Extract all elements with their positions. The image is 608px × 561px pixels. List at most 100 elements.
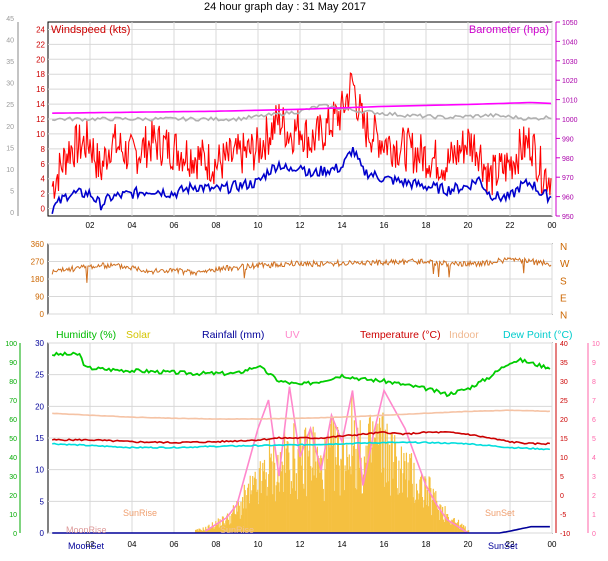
solar-bar xyxy=(467,530,469,533)
solar-bar xyxy=(426,489,428,533)
solar-bar xyxy=(305,496,308,533)
solar-bar xyxy=(349,466,351,533)
solar-bar xyxy=(368,423,370,533)
solar-bar xyxy=(295,490,297,533)
solar-bar xyxy=(272,494,274,533)
solar-bar xyxy=(384,429,386,533)
solar-bar xyxy=(304,429,306,533)
solar-bar xyxy=(261,480,263,533)
solar-bar xyxy=(445,518,447,533)
solar-bar xyxy=(378,445,380,533)
solar-bar xyxy=(239,518,241,533)
solar-bar xyxy=(396,488,398,533)
solar-bar xyxy=(440,505,442,533)
solar-bar xyxy=(336,464,338,533)
solar-bar xyxy=(200,529,202,533)
solar-bar xyxy=(237,511,239,533)
temp-x-tick-label: 02 xyxy=(86,540,95,549)
solar-bar xyxy=(230,523,232,533)
legend-item: Rainfall (mm) xyxy=(202,329,264,341)
solar-bar xyxy=(273,445,275,533)
wind-tick-label: 0 xyxy=(41,205,46,214)
barometer-tick-label: 960 xyxy=(562,195,574,202)
solar-bar xyxy=(320,455,322,533)
solar-bar xyxy=(453,518,455,533)
solar-bar xyxy=(301,445,303,533)
solar-bar xyxy=(352,445,355,533)
solar-bar xyxy=(405,479,407,533)
direction-tick-label: 180 xyxy=(31,275,45,284)
solar-bar xyxy=(226,515,228,533)
solar-bar xyxy=(444,506,446,533)
temp-series-indoor xyxy=(52,409,550,421)
solar-bar xyxy=(297,449,299,533)
solar-bar xyxy=(363,456,365,533)
solar-bar xyxy=(379,417,381,533)
solar-bar xyxy=(202,527,204,533)
uv-tick-label: 10 xyxy=(592,341,600,348)
uv-tick-label: 6 xyxy=(592,417,596,424)
temp-x-tick-label: 20 xyxy=(464,540,473,549)
humidity-tick-label: 10 xyxy=(9,512,17,519)
solar-bar xyxy=(446,514,448,533)
solar-bar xyxy=(328,444,330,533)
solar-bar xyxy=(420,476,422,533)
wind-x-tick-label: 20 xyxy=(464,221,473,230)
solar-bar xyxy=(431,515,433,533)
solar-bar xyxy=(400,446,402,533)
solar-bar xyxy=(441,513,443,533)
solar-bar xyxy=(285,448,287,533)
solar-bar xyxy=(291,488,293,533)
solar-bar xyxy=(411,483,413,533)
solar-bar xyxy=(226,513,229,533)
solar-bar xyxy=(253,485,255,533)
solar-bar xyxy=(242,508,245,533)
solar-bar xyxy=(247,483,250,533)
solar-bar xyxy=(360,457,362,533)
uv-tick-label: 2 xyxy=(592,493,596,500)
solar-bar xyxy=(400,468,402,533)
solar-bar xyxy=(358,436,360,533)
wind-x-tick-label: 12 xyxy=(296,221,305,230)
solar-bar xyxy=(257,489,259,533)
solar-bar xyxy=(284,429,286,533)
temp-series-rainfall xyxy=(52,525,550,534)
solar-bar xyxy=(264,479,266,533)
solar-bar xyxy=(243,484,245,533)
solar-bar xyxy=(415,499,417,533)
temperature-tick-label: 20 xyxy=(560,417,568,424)
temp-series-humidity xyxy=(51,351,551,398)
solar-bar xyxy=(447,517,449,533)
solar-bar xyxy=(368,417,371,533)
uv-series xyxy=(205,386,469,534)
direction-tick-label: 0 xyxy=(40,310,45,319)
wind-outer-tick-label: 30 xyxy=(6,81,14,88)
wind-outer-tick-label: 0 xyxy=(10,210,14,217)
solar-bar xyxy=(318,458,320,533)
solar-bar xyxy=(436,508,439,533)
solar-bar xyxy=(323,501,325,533)
solar-bar xyxy=(355,448,357,533)
rain-tick-label: 15 xyxy=(35,434,44,443)
solar-bar xyxy=(216,524,218,533)
solar-bar xyxy=(232,505,234,533)
solar-bar xyxy=(402,473,404,533)
solar-bar xyxy=(335,457,337,533)
solar-bar xyxy=(375,421,377,533)
temperature-tick-label: 30 xyxy=(560,379,568,386)
solar-bar xyxy=(308,450,310,533)
solar-bar xyxy=(311,467,313,533)
solar-bar xyxy=(306,434,308,533)
solar-bar xyxy=(369,414,371,533)
solar-bar xyxy=(303,488,305,533)
solar-bar xyxy=(211,527,213,533)
solar-bar xyxy=(292,445,294,533)
solar-bar xyxy=(214,526,216,533)
wind-tick-label: 8 xyxy=(41,145,46,154)
wind-tick-label: 20 xyxy=(36,55,45,64)
solar-bar xyxy=(268,439,271,533)
barometer-tick-label: 1010 xyxy=(562,98,578,105)
solar-bar xyxy=(452,518,455,533)
solar-bar xyxy=(215,521,217,533)
solar-bar xyxy=(294,458,296,533)
